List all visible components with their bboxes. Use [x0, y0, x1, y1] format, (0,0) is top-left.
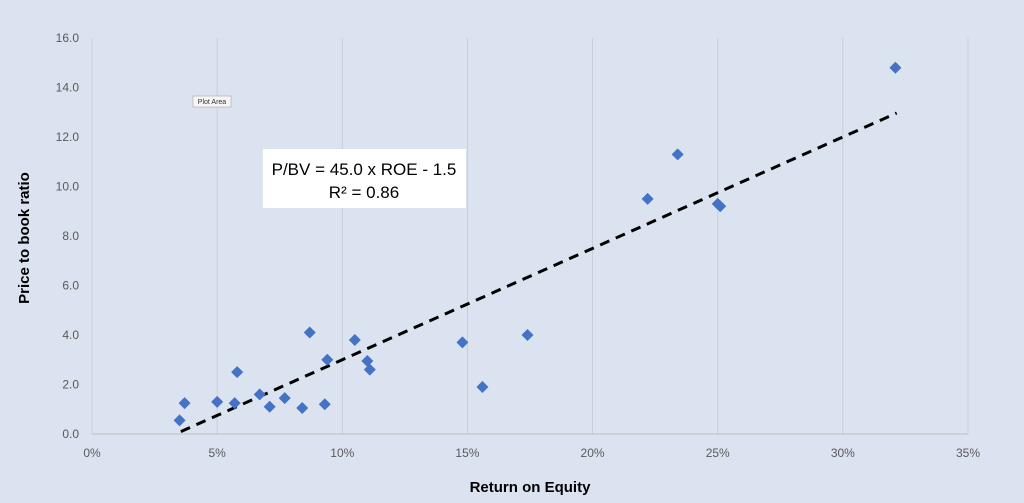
- data-point: [253, 388, 266, 401]
- x-tick-label: 30%: [831, 446, 855, 460]
- data-point: [521, 329, 534, 341]
- x-tick-label: 15%: [455, 446, 479, 460]
- x-tick-labels: 0% 5% 10% 15% 20% 25% 30% 35%: [83, 446, 980, 460]
- y-tick-label: 0.0: [62, 427, 79, 441]
- y-axis-title: Price to book ratio: [16, 172, 33, 304]
- y-tick-labels: 0.0 2.0 4.0 6.0 8.0 10.0 12.0 14.0 16.0: [56, 31, 80, 441]
- data-point: [173, 414, 186, 427]
- data-point: [231, 366, 244, 379]
- y-tick-label: 6.0: [62, 279, 79, 293]
- y-tick-label: 12.0: [56, 130, 80, 144]
- x-tick-label: 5%: [208, 446, 226, 460]
- plot-area-tooltip-text: Plot Area: [198, 99, 227, 106]
- equation-box: [263, 149, 466, 208]
- gridlines: [91, 38, 969, 434]
- data-point: [476, 380, 489, 393]
- y-tick-label: 16.0: [56, 31, 80, 45]
- y-tick-label: 4.0: [62, 328, 79, 342]
- data-point: [363, 363, 376, 376]
- data-point: [178, 397, 191, 410]
- data-point: [228, 397, 241, 410]
- data-point: [263, 400, 276, 413]
- data-point: [889, 61, 902, 74]
- equation-text: P/BV = 45.0 x ROE - 1.5: [272, 160, 457, 179]
- data-point: [318, 398, 331, 411]
- y-tick-label: 10.0: [56, 180, 80, 194]
- data-point: [361, 354, 374, 367]
- data-point: [211, 395, 224, 408]
- r-squared-text: R² = 0.86: [329, 183, 399, 202]
- x-tick-label: 20%: [581, 446, 605, 460]
- data-point: [296, 402, 309, 415]
- x-axis-title: Return on Equity: [470, 479, 591, 496]
- data-point: [321, 353, 334, 366]
- y-tick-label: 2.0: [62, 378, 79, 392]
- data-point: [714, 200, 727, 213]
- data-point: [303, 326, 316, 339]
- data-point: [348, 333, 361, 346]
- data-point: [671, 148, 684, 161]
- x-tick-label: 25%: [706, 446, 730, 460]
- x-tick-label: 35%: [956, 446, 980, 460]
- x-tick-label: 10%: [330, 446, 354, 460]
- plot-area-tooltip: [192, 95, 232, 108]
- data-points: [173, 61, 902, 427]
- y-tick-label: 8.0: [62, 229, 79, 243]
- data-point: [278, 392, 291, 405]
- data-point: [456, 336, 469, 349]
- trendline: [180, 111, 898, 433]
- data-point: [641, 192, 654, 205]
- x-tick-label: 0%: [83, 446, 101, 460]
- y-tick-label: 14.0: [56, 81, 80, 95]
